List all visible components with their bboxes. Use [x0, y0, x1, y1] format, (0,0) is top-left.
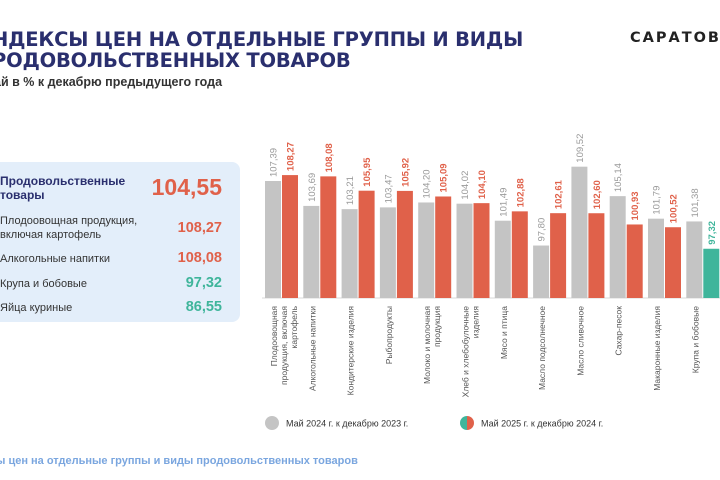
- bar: [303, 205, 320, 298]
- legend-marker: [460, 416, 467, 430]
- data-label: 104,10: [477, 170, 488, 199]
- data-label: 97,80: [537, 218, 548, 242]
- bar: [511, 211, 528, 298]
- data-label: 105,09: [439, 163, 450, 192]
- summary-label: Алкогольные напитки: [0, 253, 111, 265]
- category-label: Рыбопродукты: [384, 306, 394, 364]
- data-label: 101,38: [690, 188, 701, 217]
- title-line-2: РОДОВОЛЬСТВЕННЫХ ТОВАРОВ: [0, 49, 351, 72]
- data-label: 104,20: [422, 169, 433, 198]
- category-label: Хлеб и хлебобулочныеизделия: [461, 306, 481, 398]
- bar: [320, 176, 337, 298]
- category-label: Макаронные изделия: [652, 306, 662, 391]
- data-label: 100,93: [630, 191, 641, 220]
- data-label: 103,21: [345, 176, 356, 205]
- category-label: Плодоовощнаяпродукция, включаякартофель: [269, 305, 299, 385]
- category-label: Кондитерские изделия: [346, 306, 356, 396]
- summary-label: Яйца куриные: [0, 302, 73, 314]
- data-label: 105,14: [613, 163, 624, 192]
- data-label: 103,69: [307, 173, 318, 202]
- bar: [665, 227, 681, 298]
- data-label: 101,49: [498, 188, 509, 217]
- category-label: Молоко и молочнаяпродукция: [422, 306, 442, 384]
- category-label: Сахар-песок: [614, 306, 624, 356]
- legend-label: Май 2025 г. к декабрю 2024 г.: [481, 419, 603, 429]
- bar: [571, 166, 588, 298]
- data-label: 108,27: [286, 142, 297, 171]
- data-label: 102,61: [554, 179, 565, 209]
- data-label: 102,88: [515, 178, 526, 207]
- page-title: НДЕКСЫ ЦЕН НА ОТДЕЛЬНЫЕ ГРУППЫ И ВИДЫ РО…: [0, 29, 523, 71]
- data-label: 104,02: [460, 171, 471, 200]
- summary-row-alcohol: Алкогольные напитки 108,08: [0, 250, 228, 268]
- category-label: Мясо и птица: [499, 306, 509, 359]
- summary-value: 104,55: [151, 174, 222, 200]
- bar: [550, 213, 567, 298]
- data-label: 97,32: [707, 221, 718, 245]
- data-label: 105,92: [400, 158, 411, 187]
- summary-label: Продовольственные товары: [0, 174, 126, 202]
- summary-value: 86,55: [185, 299, 222, 315]
- bar: [379, 207, 396, 298]
- summary-label: Плодоовощная продукция, включая картофел…: [0, 215, 138, 241]
- brand-logo: САРАТОВС: [630, 30, 720, 46]
- category-label: Масло сливочное: [575, 306, 585, 376]
- bar: [703, 248, 720, 298]
- bar: [686, 221, 703, 298]
- bar: [341, 209, 358, 298]
- legend-label: Май 2024 г. к декабрю 2023 г.: [286, 419, 408, 429]
- page-subtitle: ай в % к декабрю предыдущего года: [0, 75, 223, 89]
- bar: [609, 196, 626, 298]
- data-label: 109,52: [575, 134, 586, 163]
- summary-row-grains: Крупа и бобовые 97,32: [0, 275, 228, 293]
- category-label: Алкогольные напитки: [307, 306, 317, 391]
- bar: [456, 203, 473, 298]
- data-label: 105,95: [362, 157, 373, 187]
- data-label: 100,52: [669, 194, 680, 223]
- data-label: 101,79: [652, 186, 663, 215]
- bar: [265, 181, 281, 298]
- category-label: Масло подсолнечное: [537, 306, 547, 390]
- data-label: 103,47: [383, 174, 394, 203]
- summary-value: 97,32: [185, 275, 222, 291]
- bar: [494, 220, 511, 298]
- data-label: 107,39: [269, 148, 280, 177]
- bar: [435, 196, 452, 298]
- footer-caption: ы цен на отдельные группы и виды продово…: [0, 455, 358, 467]
- bar: [396, 190, 413, 298]
- legend-marker: [467, 416, 474, 430]
- bar: [626, 224, 643, 298]
- title-line-1: НДЕКСЫ ЦЕН НА ОТДЕЛЬНЫЕ ГРУППЫ И ВИДЫ: [0, 28, 524, 51]
- bar: [473, 203, 490, 298]
- summary-value: 108,27: [177, 220, 222, 236]
- bar: [418, 202, 435, 298]
- summary-label: Крупа и бобовые: [0, 278, 87, 290]
- summary-panel: Продовольственные товары 104,55 Плодоово…: [0, 162, 240, 322]
- bar: [533, 245, 550, 298]
- legend-marker: [265, 416, 279, 430]
- bar: [648, 218, 664, 298]
- summary-row-food: Продовольственные товары 104,55: [0, 172, 228, 206]
- summary-row-eggs: Яйца куриные 86,55: [0, 299, 228, 317]
- bar: [588, 213, 605, 298]
- data-label: 108,08: [324, 143, 335, 172]
- summary-value: 108,08: [177, 250, 222, 266]
- summary-row-vegetables: Плодоовощная продукция, включая картофел…: [0, 214, 228, 244]
- category-label: Крупа и бобовые: [690, 306, 700, 373]
- data-label: 102,60: [592, 180, 603, 209]
- bar: [358, 190, 375, 298]
- bar: [282, 175, 298, 298]
